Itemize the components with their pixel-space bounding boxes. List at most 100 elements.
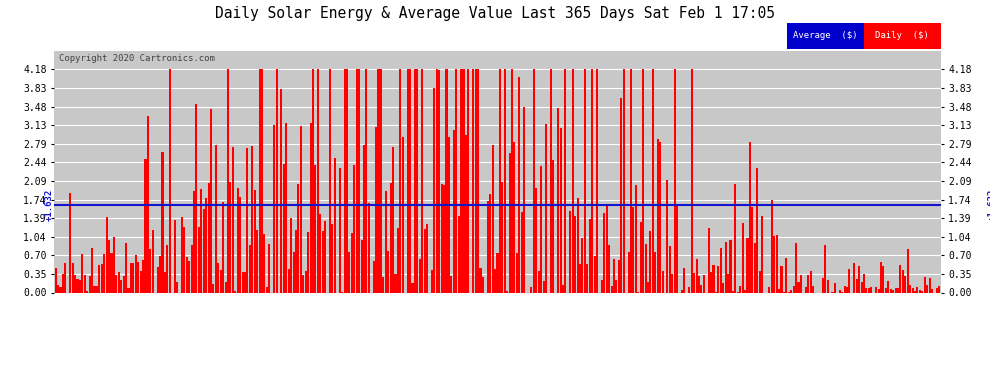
- Bar: [877, 290, 880, 292]
- Bar: [688, 287, 690, 292]
- Bar: [608, 245, 610, 292]
- Bar: [84, 275, 86, 292]
- Bar: [474, 69, 476, 292]
- Bar: [390, 183, 392, 292]
- Bar: [266, 286, 268, 292]
- Bar: [538, 272, 540, 292]
- Bar: [506, 291, 508, 292]
- Bar: [904, 276, 906, 292]
- Bar: [584, 69, 586, 292]
- Bar: [917, 287, 919, 292]
- Bar: [377, 69, 379, 292]
- Bar: [618, 260, 620, 292]
- Bar: [62, 274, 64, 292]
- Text: Copyright 2020 Cartronics.com: Copyright 2020 Cartronics.com: [59, 54, 215, 63]
- Bar: [205, 198, 207, 292]
- Bar: [123, 276, 125, 292]
- Bar: [700, 285, 703, 292]
- Bar: [258, 69, 260, 292]
- Bar: [372, 261, 374, 292]
- Bar: [447, 137, 450, 292]
- Bar: [86, 291, 88, 292]
- Bar: [897, 288, 899, 292]
- Bar: [419, 259, 421, 292]
- Bar: [329, 69, 331, 292]
- Bar: [193, 191, 195, 292]
- Bar: [106, 217, 108, 292]
- Bar: [477, 69, 479, 292]
- Bar: [628, 252, 630, 292]
- Bar: [753, 243, 755, 292]
- Bar: [746, 238, 748, 292]
- Bar: [683, 268, 685, 292]
- Bar: [164, 272, 166, 292]
- Bar: [76, 279, 78, 292]
- Bar: [230, 183, 232, 292]
- Bar: [501, 182, 503, 292]
- Bar: [843, 286, 845, 292]
- Bar: [691, 69, 693, 292]
- Bar: [130, 263, 132, 292]
- Bar: [183, 227, 185, 292]
- Bar: [892, 290, 894, 292]
- Bar: [499, 69, 501, 292]
- Bar: [860, 282, 862, 292]
- Bar: [280, 89, 282, 292]
- Bar: [696, 259, 698, 292]
- Bar: [562, 285, 564, 292]
- Bar: [531, 287, 533, 292]
- Bar: [635, 185, 637, 292]
- Bar: [310, 123, 312, 292]
- Bar: [795, 243, 797, 292]
- Bar: [402, 137, 404, 292]
- Bar: [98, 265, 100, 292]
- Bar: [247, 147, 248, 292]
- Bar: [181, 217, 183, 292]
- Bar: [74, 275, 76, 292]
- Bar: [713, 265, 715, 292]
- Bar: [96, 286, 98, 292]
- Bar: [594, 256, 596, 292]
- Bar: [589, 219, 591, 292]
- Bar: [559, 128, 561, 292]
- Bar: [118, 272, 120, 292]
- Bar: [890, 289, 892, 292]
- Bar: [394, 274, 397, 292]
- Bar: [742, 223, 743, 292]
- Bar: [151, 230, 153, 292]
- Bar: [812, 286, 814, 292]
- Bar: [305, 271, 307, 292]
- Bar: [929, 278, 931, 292]
- Bar: [727, 274, 729, 292]
- Bar: [926, 285, 929, 292]
- Bar: [751, 207, 753, 292]
- Bar: [863, 274, 865, 292]
- Bar: [380, 69, 382, 292]
- Bar: [346, 69, 348, 292]
- Bar: [237, 188, 239, 292]
- Bar: [414, 69, 416, 292]
- Bar: [601, 280, 603, 292]
- Bar: [200, 189, 202, 292]
- Bar: [273, 124, 275, 292]
- Bar: [661, 271, 663, 292]
- Bar: [725, 243, 727, 292]
- Bar: [382, 278, 384, 292]
- Bar: [450, 276, 452, 292]
- Bar: [858, 266, 860, 292]
- Bar: [822, 278, 824, 292]
- Bar: [581, 238, 583, 292]
- Bar: [108, 240, 110, 292]
- Bar: [261, 69, 263, 292]
- Bar: [93, 285, 96, 292]
- Bar: [399, 69, 401, 292]
- Bar: [536, 188, 538, 292]
- Bar: [630, 69, 632, 292]
- Bar: [387, 251, 389, 292]
- Bar: [186, 257, 188, 292]
- Bar: [300, 126, 302, 292]
- Bar: [907, 249, 909, 292]
- Bar: [533, 69, 535, 292]
- Bar: [317, 69, 319, 292]
- Bar: [519, 77, 521, 292]
